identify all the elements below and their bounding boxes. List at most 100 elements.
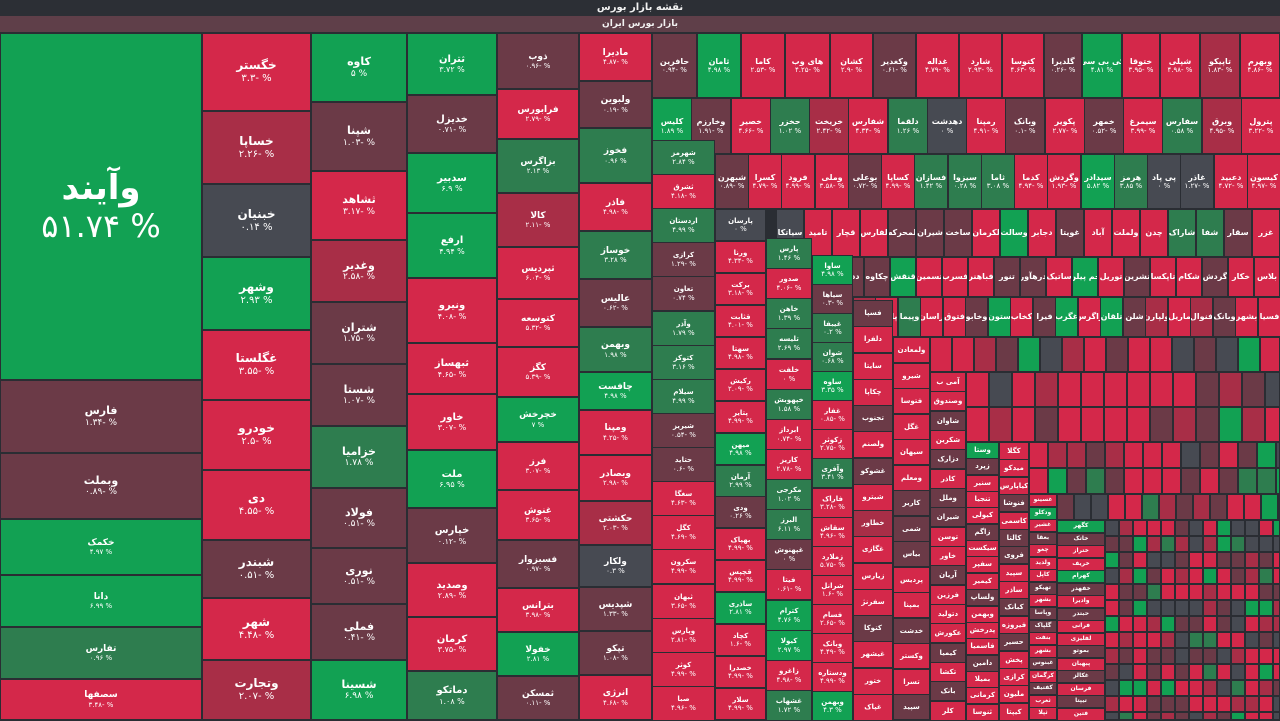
stock-tile[interactable]: کاسمی [999,512,1029,530]
stock-tile[interactable] [1119,568,1133,584]
stock-tile[interactable] [1273,552,1280,568]
stock-tile[interactable]: وبانک% -۴.۴۹ [812,633,853,663]
stock-tile[interactable] [1161,536,1175,552]
stock-tile[interactable]: کاربر [893,490,930,516]
stock-tile[interactable] [1105,632,1119,648]
stock-tile[interactable]: هرمز% ۳.۸۵ [1114,154,1148,209]
stock-tile[interactable]: سصفها% -۳.۴۸ [0,679,202,720]
stock-tile[interactable]: های وب% -۴.۲۵ [785,33,830,98]
stock-tile[interactable] [1105,568,1119,584]
stock-tile[interactable]: زپرد [966,458,999,475]
stock-tile[interactable] [966,372,989,407]
stock-tile[interactable] [952,337,974,372]
stock-tile[interactable] [1161,568,1175,584]
stock-tile[interactable]: وبهمن [966,606,999,623]
stock-tile[interactable]: کهرام [1057,570,1105,583]
stock-tile[interactable]: بمپنا [893,592,930,618]
stock-tile[interactable] [1273,536,1280,552]
stock-tile[interactable]: غفار% -۰.۸۵ [812,400,853,430]
stock-tile[interactable] [1273,584,1280,600]
stock-tile[interactable] [966,407,989,442]
stock-tile[interactable]: بشهر [1235,297,1258,337]
stock-tile[interactable] [1219,468,1238,494]
stock-tile[interactable] [1245,664,1259,680]
stock-tile[interactable]: کرازی [999,668,1029,686]
stock-tile[interactable] [1105,536,1119,552]
stock-tile[interactable]: تشرین [1124,257,1150,297]
stock-tile[interactable] [1245,616,1259,632]
stock-tile[interactable] [1161,552,1175,568]
stock-tile[interactable] [1189,552,1203,568]
stock-tile[interactable] [1217,600,1231,616]
stock-tile[interactable] [1119,648,1133,664]
stock-tile[interactable]: صدور% -۴.۰۶ [766,268,812,299]
stock-tile[interactable] [1086,442,1105,468]
stock-tile[interactable]: چکاپا [853,379,893,406]
stock-tile[interactable]: ساوا% ۴.۹۸ [812,255,853,285]
stock-tile[interactable] [1273,648,1280,664]
stock-tile[interactable]: وکغدیر% -۰.۶۱ [873,33,916,98]
stock-tile[interactable] [1189,520,1203,536]
stock-tile[interactable] [1257,442,1276,468]
stock-tile[interactable] [1203,520,1217,536]
stock-tile[interactable]: تاپیکو% -۱.۸۳ [1200,33,1240,98]
stock-tile[interactable]: وبهمن% ۱.۹۸ [579,327,652,372]
stock-tile[interactable]: وملی% -۳.۵۸ [815,154,849,209]
stock-tile[interactable]: کیولی [966,507,999,524]
stock-tile[interactable] [1119,712,1133,720]
stock-tile[interactable]: کتوکا [853,615,893,642]
stock-tile[interactable]: پردیس [893,567,930,593]
stock-tile[interactable]: کگل% -۴.۶۹ [652,515,715,550]
stock-tile[interactable] [1062,337,1084,372]
stock-tile[interactable]: خوساز% ۳.۲۸ [579,231,652,279]
stock-tile[interactable] [1119,680,1133,696]
stock-tile[interactable]: حتاید% -۰.۶ [652,447,715,482]
stock-tile[interactable] [1147,584,1161,600]
stock-tile[interactable]: آمی ب [930,372,966,392]
stock-tile[interactable] [1273,568,1280,584]
stock-tile[interactable]: فاسمیا [966,638,999,655]
stock-tile[interactable] [1189,680,1203,696]
stock-tile[interactable] [1133,600,1147,616]
stock-tile[interactable]: قنقش [890,257,916,297]
stock-tile[interactable]: سدبیر% ۶.۹ [407,153,497,213]
stock-tile[interactable]: خاهن% ۱.۳۹ [766,298,812,329]
stock-tile[interactable]: فسازان% ۱.۴۲ [914,154,948,209]
stock-tile[interactable] [1175,568,1189,584]
stock-tile[interactable]: کدما% -۴.۹۴ [1014,154,1048,209]
stock-tile[interactable] [1227,494,1244,520]
stock-tile[interactable]: وآذر% ۱.۷۹ [652,311,715,346]
stock-tile[interactable]: ثشرق% -۴.۱۸ [652,174,715,209]
stock-tile[interactable]: فسپا [853,300,893,327]
stock-tile[interactable] [1175,584,1189,600]
stock-tile[interactable] [1159,494,1176,520]
stock-tile[interactable] [1128,337,1150,372]
stock-tile[interactable]: تپکو% -۱.۰۸ [579,631,652,675]
stock-tile[interactable] [1231,632,1245,648]
stock-tile[interactable] [1150,337,1172,372]
stock-tile[interactable]: سیمرغ% -۳.۹۹ [1123,98,1163,154]
stock-tile[interactable]: غگازی [853,536,893,563]
stock-tile[interactable]: شبندر% -۰.۵۱ [202,540,311,598]
stock-tile[interactable]: وکستر [893,643,930,669]
stock-tile[interactable] [1245,584,1259,600]
stock-tile[interactable]: شفا [1196,209,1224,257]
stock-tile[interactable]: غنوش% -۳.۶۵ [497,490,579,540]
stock-tile[interactable]: شارد% -۲.۹۳ [959,33,1002,98]
stock-tile[interactable]: فنوال [1190,297,1213,337]
stock-tile[interactable] [930,337,952,372]
stock-tile[interactable] [1203,616,1217,632]
stock-tile[interactable]: درهآور [1020,257,1046,297]
stock-tile[interactable]: فسرب [942,257,968,297]
stock-tile[interactable]: بیاس [893,541,930,567]
stock-tile[interactable] [1231,696,1245,712]
stock-tile[interactable]: زاگم [966,524,999,541]
stock-tile[interactable]: ملیون [999,685,1029,703]
stock-tile[interactable] [1175,648,1189,664]
stock-tile[interactable] [1105,712,1119,720]
stock-tile[interactable]: ورنا% -۴.۳۴ [715,241,766,273]
stock-tile[interactable] [1273,600,1280,616]
stock-tile[interactable] [1147,568,1161,584]
stock-tile[interactable] [1124,468,1143,494]
stock-tile[interactable] [1104,407,1127,442]
